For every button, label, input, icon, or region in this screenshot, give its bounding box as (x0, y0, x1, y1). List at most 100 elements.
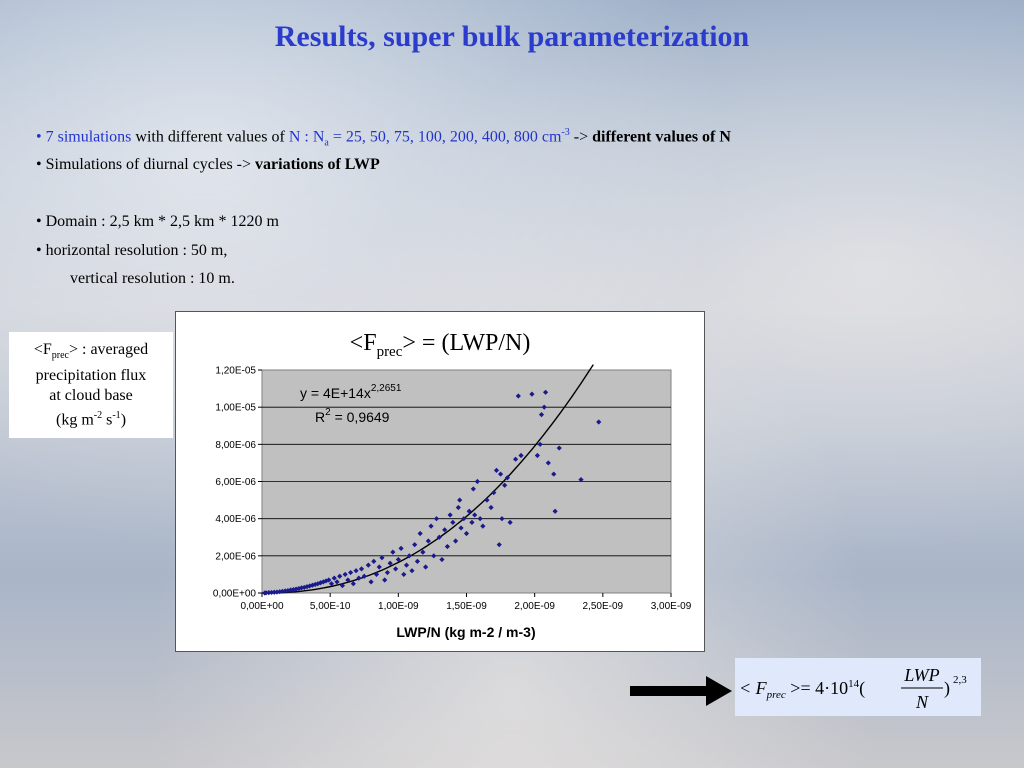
formula-paren-open: ( (859, 678, 865, 699)
data-point (263, 590, 269, 596)
chart-title-sub: prec (377, 344, 403, 360)
bullet-domain: • Domain : 2,5 km * 2,5 km * 1220 m (36, 213, 279, 230)
formula-coef: >= 4·10 (786, 678, 848, 698)
y-tick-label: 1,00E-05 (215, 403, 256, 414)
chart-title: <Fprec> = (LWP/N) (350, 330, 531, 360)
data-point (296, 585, 302, 592)
r2-label: R (315, 409, 325, 425)
data-point (450, 519, 456, 525)
bullet-sim-n-sub: a (324, 137, 329, 149)
data-point (409, 568, 415, 574)
data-point (504, 475, 510, 481)
data-point (293, 586, 299, 592)
data-point (282, 588, 288, 594)
data-point (356, 575, 362, 581)
data-point (339, 582, 346, 589)
arrow-icon (630, 676, 732, 706)
data-point (502, 482, 508, 488)
x-tick-label: 5,00E-10 (310, 601, 351, 612)
data-point (328, 581, 335, 587)
x-tick-label: 2,00E-09 (514, 601, 555, 612)
data-point (542, 389, 549, 395)
data-point (371, 558, 377, 565)
y-tick-label: 6,00E-06 (215, 477, 256, 488)
formula-numerator: LWP (903, 665, 939, 685)
bullet-diurnal-bold: variations of LWP (255, 156, 380, 173)
y-tick-label: 2,00E-06 (215, 551, 256, 562)
bullet-sim-arrow: -> (569, 128, 593, 146)
units-exp1: -2 (93, 410, 103, 422)
data-point (342, 571, 348, 578)
data-point (387, 560, 393, 566)
data-point (423, 564, 429, 570)
data-point (304, 584, 310, 590)
data-point (556, 445, 562, 451)
formula-f: < F (739, 678, 768, 698)
units-close: ) (120, 411, 127, 429)
formula-power: 2,3 (953, 674, 967, 686)
data-point (384, 569, 391, 576)
data-point (277, 589, 283, 595)
data-point (466, 508, 472, 514)
bullet-sim-with: with different values of (131, 128, 289, 146)
data-point (382, 577, 388, 583)
scatter-chart: <Fprec> = (LWP/N) 0,00E+00 2,00E-06 4,00E-… (213, 330, 692, 640)
formula-denominator: N (915, 692, 929, 712)
data-point (334, 579, 340, 585)
data-point (463, 530, 470, 537)
units-exp2: -1 (112, 410, 121, 422)
data-point (518, 452, 524, 459)
data-point (474, 478, 481, 485)
y-tick-label: 1,20E-05 (215, 366, 256, 377)
equation-exponent: 2,2651 (371, 383, 402, 394)
data-point (315, 581, 321, 587)
y-tick-label: 0,00E+00 (213, 589, 257, 600)
bullet-vertical-resolution: vertical resolution : 10 m. (70, 270, 235, 287)
formula-prec: prec (766, 689, 786, 701)
formula-paren-close: ) (944, 678, 950, 699)
y-tick-label: 4,00E-06 (215, 514, 256, 525)
data-point (274, 589, 280, 595)
data-point (353, 568, 359, 574)
data-point (361, 573, 367, 579)
bullet-sim-n: N : N (288, 128, 325, 146)
data-point (477, 516, 483, 522)
units-open: (kg m (55, 411, 94, 429)
bullet-diurnal-text: • Simulations of diurnal cycles -> (36, 156, 256, 173)
slide-title: Results, super bulk parameterization (274, 20, 750, 53)
data-point (431, 553, 437, 559)
data-point (348, 569, 354, 576)
data-point (320, 579, 326, 585)
data-point (472, 512, 478, 518)
formula-lhs: < Fprec >= 4·1014( (739, 678, 865, 701)
data-point (350, 581, 356, 587)
x-axis-label: LWP/N (kg m-2 / m-3) (396, 624, 535, 640)
data-point (529, 391, 535, 397)
r2-value: = 0,9649 (331, 409, 390, 425)
x-tick-label: 0,00E+00 (240, 601, 284, 612)
data-point (266, 590, 272, 596)
bullet-diurnal: • Simulations of diurnal cycles -> varia… (36, 156, 380, 174)
r2-sup: 2 (325, 407, 331, 418)
fprec-label-line4: (kg m-2 s-1) (9, 406, 173, 430)
data-point (323, 578, 329, 584)
fprec-label-box: <Fprec> : averaged precipitation flux at… (9, 332, 173, 438)
y-tick-label: 8,00E-06 (215, 440, 256, 451)
data-point (417, 530, 423, 537)
fprec-label-line1: <Fprec> : averaged (9, 340, 173, 366)
data-point (436, 534, 442, 540)
equation-base: y = 4E+14x (300, 385, 371, 401)
x-tick-label: 3,00E-09 (651, 601, 692, 612)
data-point (534, 452, 540, 459)
data-point (376, 564, 382, 570)
x-tick-label: 2,50E-09 (583, 601, 624, 612)
bullet-horizontal-resolution: • horizontal resolution : 50 m, (36, 242, 228, 259)
bullet-simulations: • 7 simulations with different values of… (36, 127, 731, 149)
formula-box: < Fprec >= 4·1014( LWP N ) 2,3 (735, 658, 981, 716)
x-tick-label: 1,50E-09 (446, 601, 487, 612)
fprec-sub: prec (51, 350, 69, 362)
data-point (290, 587, 296, 593)
trendline-equation: y = 4E+14x2,2651 (300, 383, 402, 401)
data-point (488, 504, 494, 511)
data-point (373, 571, 380, 578)
